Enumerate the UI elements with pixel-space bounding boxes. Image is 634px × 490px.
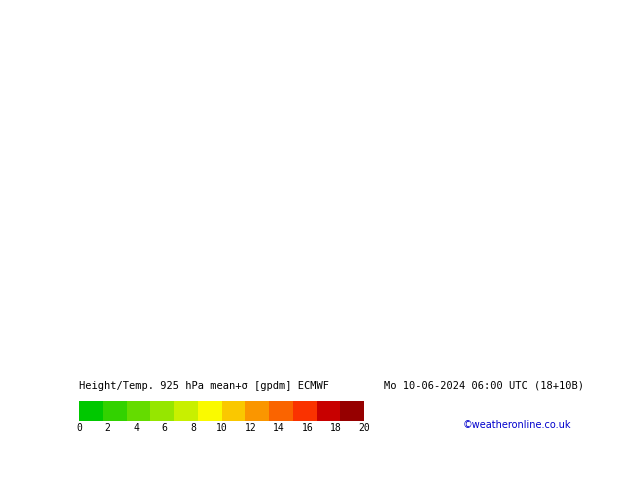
Bar — [127, 401, 150, 420]
Text: 10: 10 — [216, 423, 228, 433]
Bar — [317, 401, 340, 420]
Bar — [222, 401, 245, 420]
Bar — [103, 401, 127, 420]
Bar — [174, 401, 198, 420]
Bar — [245, 401, 269, 420]
Bar — [340, 401, 364, 420]
Text: 14: 14 — [273, 423, 285, 433]
Bar — [198, 401, 222, 420]
Text: 20: 20 — [358, 423, 370, 433]
Text: 8: 8 — [190, 423, 196, 433]
Text: 6: 6 — [162, 423, 167, 433]
Text: 2: 2 — [105, 423, 111, 433]
Text: Mo 10-06-2024 06:00 UTC (18+10B): Mo 10-06-2024 06:00 UTC (18+10B) — [384, 381, 584, 391]
Text: 12: 12 — [244, 423, 256, 433]
Text: 16: 16 — [301, 423, 313, 433]
Text: 18: 18 — [330, 423, 342, 433]
Bar — [79, 401, 103, 420]
Bar — [293, 401, 317, 420]
Text: 0: 0 — [76, 423, 82, 433]
Text: Height/Temp. 925 hPa mean+σ [gpdm] ECMWF: Height/Temp. 925 hPa mean+σ [gpdm] ECMWF — [79, 381, 329, 391]
Text: 4: 4 — [133, 423, 139, 433]
Bar — [269, 401, 293, 420]
Bar — [150, 401, 174, 420]
Text: ©weatheronline.co.uk: ©weatheronline.co.uk — [463, 420, 571, 430]
